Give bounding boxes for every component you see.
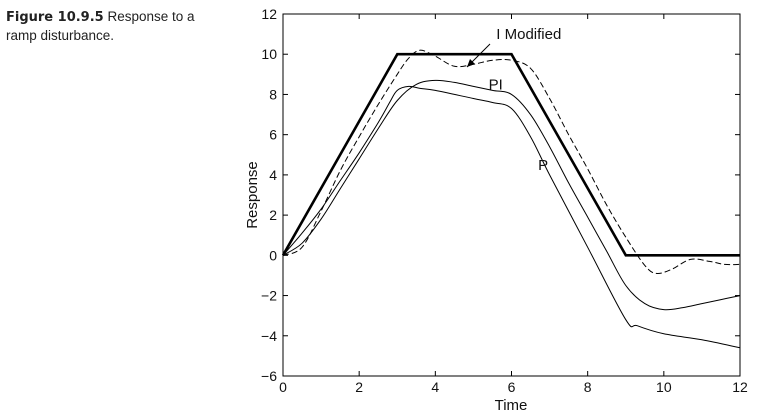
- figure-label: Figure 10.9.5: [6, 10, 104, 25]
- pi-line: [282, 79, 741, 311]
- y-tick-label: −2: [261, 288, 277, 304]
- annotation-layer: I Modified PI P: [489, 26, 562, 174]
- x-tick-label: 4: [431, 379, 439, 395]
- figure-caption: Figure 10.9.5 Response to a ramp disturb…: [6, 8, 228, 45]
- y-tick-label: 10: [261, 46, 277, 62]
- annotation-i-modified: I Modified: [496, 26, 561, 43]
- series-layer: [281, 49, 741, 349]
- y-axis-label: Response: [244, 161, 261, 229]
- y-tick-label: 6: [269, 127, 277, 143]
- axis-ticks: 0 2 4 6 8 10 12 −6 −4 −2 0 2 4 6 8 10 12: [261, 6, 748, 395]
- p-line: [282, 85, 741, 349]
- annotation-arrow-head: [467, 59, 475, 67]
- x-tick-label: 10: [656, 379, 672, 395]
- disturbance-ramp-line: [281, 52, 740, 257]
- x-tick-label: 0: [279, 379, 287, 395]
- y-tick-label: 12: [261, 6, 277, 22]
- i-modified-line: [282, 49, 741, 275]
- plot-frame: [282, 13, 741, 377]
- annotation-pi: PI: [489, 76, 503, 93]
- figure-caption-text: Response to a ramp disturbance.: [6, 9, 195, 43]
- x-tick-label: 6: [508, 379, 516, 395]
- x-tick-label: 12: [732, 379, 748, 395]
- y-tick-label: −4: [261, 328, 277, 344]
- y-tick-label: 2: [269, 207, 277, 223]
- x-axis-label: Time: [495, 397, 528, 414]
- x-tick-label: 8: [584, 379, 592, 395]
- y-tick-label: −6: [261, 368, 277, 384]
- y-tick-label: 4: [269, 167, 277, 183]
- annotation-p: P: [538, 157, 548, 174]
- x-tick-label: 2: [355, 379, 363, 395]
- y-tick-label: 8: [269, 86, 277, 102]
- y-tick-label: 0: [269, 247, 277, 263]
